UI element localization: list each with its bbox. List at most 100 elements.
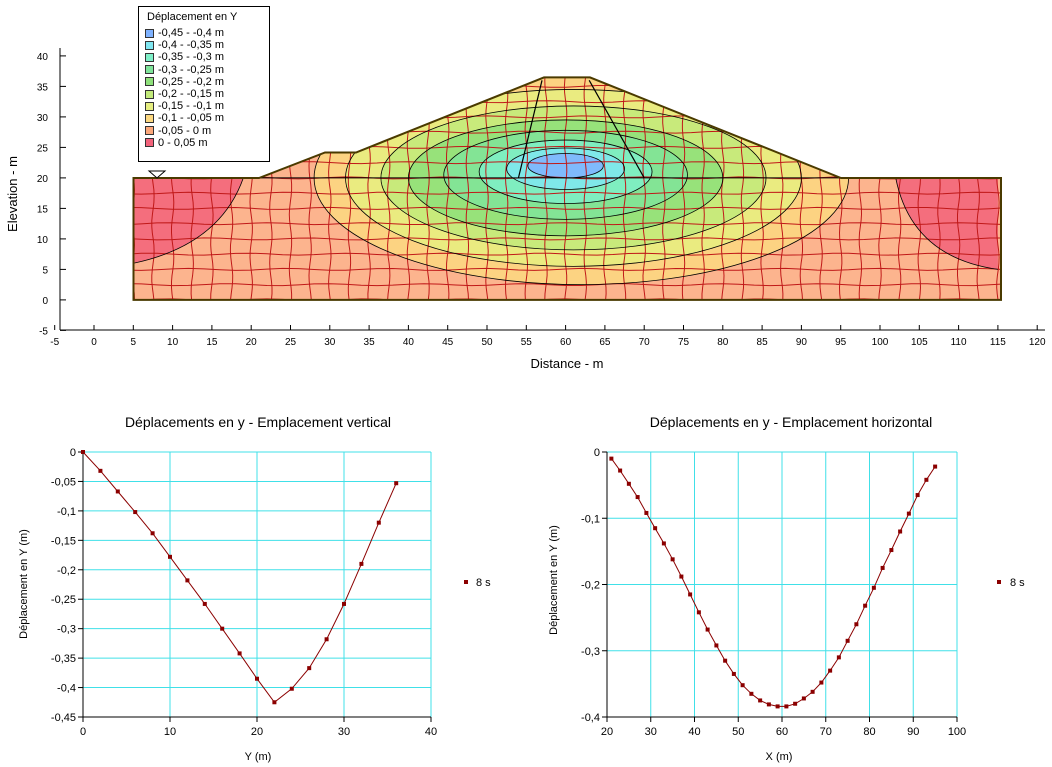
- legend-swatch: [145, 113, 154, 123]
- data-point: [670, 557, 675, 562]
- data-point: [810, 689, 815, 694]
- section-xtick: 120: [1029, 337, 1046, 348]
- data-point: [740, 683, 745, 688]
- data-point: [202, 601, 207, 606]
- y-tick-label: 0: [594, 447, 600, 459]
- legend-item: -0,3 - -0,25 m: [145, 64, 263, 76]
- y-tick-label: -0,25: [51, 594, 76, 606]
- y-tick-label: -0,3: [57, 624, 76, 636]
- section-xtick: 55: [521, 337, 533, 348]
- x-tick-label: 90: [907, 726, 919, 738]
- data-point: [766, 702, 771, 707]
- y-tick-label: -0,45: [51, 712, 76, 724]
- section-xtick: 30: [324, 337, 336, 348]
- x-tick-label: 20: [601, 726, 613, 738]
- data-point: [819, 680, 824, 685]
- legend-swatch: [145, 138, 154, 148]
- section-xtick: 45: [442, 337, 454, 348]
- data-point: [836, 655, 841, 660]
- y-tick-label: -0,4: [581, 712, 600, 724]
- section-xtick: 10: [167, 337, 179, 348]
- data-point: [924, 477, 929, 482]
- section-axes: -5 0 5 10 15 20 25 30 35 40 45 50 55 60 65 70 75 80 85 90 95…: [37, 48, 1046, 348]
- data-point: [168, 554, 172, 559]
- data-point: [723, 658, 728, 663]
- chart-vertical-legend-label: 8 s: [476, 577, 491, 589]
- x-tick-label: 50: [732, 726, 744, 738]
- section-xtick: -5: [50, 337, 59, 348]
- section-xlabel: Distance - m: [531, 356, 604, 371]
- data-point: [150, 531, 155, 536]
- legend-swatch: [145, 52, 154, 62]
- section-xtick: 70: [639, 337, 651, 348]
- section-xtick: 115: [990, 337, 1006, 348]
- data-point: [705, 627, 710, 632]
- section-xtick: 5: [131, 337, 137, 348]
- section-ytick: 20: [37, 174, 49, 185]
- chart-vertical-legend-marker: [464, 580, 468, 584]
- section-ytick: 5: [42, 265, 48, 276]
- section-ytick: 35: [37, 82, 49, 93]
- legend-label: -0,05 - 0 m: [158, 124, 212, 137]
- data-point: [661, 541, 666, 546]
- data-point: [272, 700, 277, 705]
- chart-horizontal-title: Déplacements en y - Emplacement horizont…: [650, 414, 932, 430]
- data-point: [679, 574, 684, 579]
- legend-item: -0,25 - -0,2 m: [145, 76, 263, 88]
- data-point: [784, 704, 789, 709]
- legend-swatch: [145, 101, 154, 111]
- y-tick-label: 0: [70, 447, 76, 459]
- x-tick-label: 100: [948, 726, 966, 738]
- legend-swatch: [145, 77, 154, 87]
- section-xtick: 35: [364, 337, 376, 348]
- x-tick-label: 70: [820, 726, 832, 738]
- data-point: [255, 676, 259, 681]
- section-ytick: 15: [37, 204, 49, 215]
- data-point: [758, 698, 763, 703]
- section-xtick: 50: [481, 337, 493, 348]
- data-point: [98, 468, 103, 473]
- section-ytick: 10: [37, 235, 49, 246]
- data-point: [185, 578, 190, 583]
- legend-label: -0,35 - -0,3 m: [158, 51, 225, 64]
- data-point: [828, 668, 833, 673]
- section-xtick: 75: [678, 337, 690, 348]
- data-point: [394, 481, 399, 486]
- data-point: [81, 450, 85, 454]
- section-xtick: 110: [951, 337, 967, 348]
- section-ytick: 0: [42, 296, 48, 307]
- data-point: [653, 526, 658, 531]
- y-tick-label: -0,35: [51, 653, 76, 665]
- legend-label: -0,1 - -0,05 m: [158, 112, 225, 125]
- data-point: [749, 691, 754, 696]
- chart-horizontal-legend-marker: [997, 580, 1001, 584]
- water-level-marker: [147, 170, 167, 179]
- section-xtick: 80: [717, 337, 729, 348]
- data-point: [775, 704, 780, 709]
- section-xtick: 90: [796, 337, 808, 348]
- data-point: [871, 585, 876, 590]
- data-point: [845, 638, 850, 643]
- x-tick-label: 30: [338, 726, 350, 738]
- section-xtick: 20: [246, 337, 258, 348]
- data-point: [854, 622, 859, 627]
- y-tick-label: -0,15: [51, 535, 76, 547]
- series-line: [610, 458, 936, 707]
- legend-rows: -0,45 - -0,4 m -0,4 - -0,35 m -0,35 - -0,3…: [145, 27, 263, 149]
- chart-vertical-ylabel: Déplacement en Y (m): [18, 529, 30, 639]
- data-point: [342, 601, 346, 606]
- section-xtick: 60: [560, 337, 572, 348]
- legend-label: -0,15 - -0,1 m: [158, 100, 225, 113]
- chart-horizontal: Déplacements en y - Emplacement horizont…: [548, 414, 1025, 763]
- y-tick-label: -0,2: [57, 565, 76, 577]
- section-xtick: 65: [599, 337, 611, 348]
- section-xtick: 25: [285, 337, 297, 348]
- legend-label: -0,3 - -0,25 m: [158, 63, 225, 76]
- data-point: [626, 481, 631, 486]
- legend-item: -0,35 - -0,3 m: [145, 51, 263, 63]
- section-ytick: 40: [37, 52, 49, 63]
- section-ytick: -5: [39, 326, 48, 337]
- section-xtick: 15: [206, 337, 218, 348]
- chart-vertical: Déplacements en y - Emplacement vertical…: [18, 414, 491, 763]
